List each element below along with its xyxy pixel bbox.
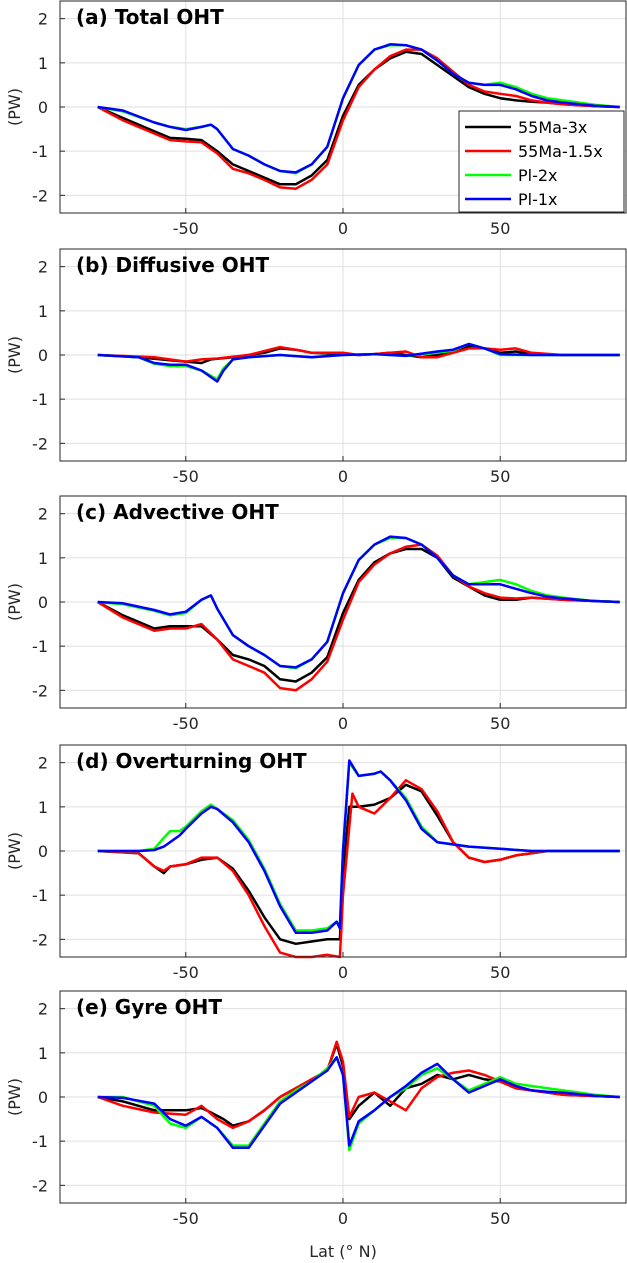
- axes-box: [59, 495, 627, 709]
- panel-title: (a) Total OHT: [76, 5, 224, 29]
- legend-label: 55Ma-3x: [518, 118, 587, 137]
- panel-title: (d) Overturning OHT: [76, 749, 307, 773]
- x-tick-label: 0: [338, 714, 348, 733]
- x-tick-label: 50: [490, 219, 510, 238]
- y-axis-label: (PW): [5, 832, 24, 870]
- x-tick-label: 50: [490, 714, 510, 733]
- series-line-55ma-1-5x: [97, 543, 620, 692]
- series-line-pl-1x: [97, 342, 620, 383]
- panel-e: -50 0 50 -2 -1 0 1 2 (e) Gyre OHT (PW): [5, 990, 627, 1228]
- axes-box: [59, 0, 627, 214]
- y-tick-label: 2: [38, 10, 48, 29]
- y-tick-label: 2: [38, 1000, 48, 1019]
- legend-label: Pl-1x: [518, 190, 558, 209]
- y-tick-label: 2: [38, 505, 48, 524]
- series-line-55ma-1-5x: [97, 1040, 620, 1130]
- y-axis-label: (PW): [5, 1078, 24, 1116]
- x-tick-label: 0: [338, 467, 348, 486]
- y-tick-label: 1: [38, 54, 48, 73]
- y-tick-label: -2: [32, 930, 48, 949]
- y-tick-label: 1: [38, 798, 48, 817]
- series-line-55ma-1-5x: [97, 779, 620, 959]
- y-tick-label: -2: [32, 186, 48, 205]
- panel-c: -50 0 50 -2 -1 0 1 2 (c) Advective OHT (PW): [5, 495, 627, 733]
- series-line-pl-1x: [97, 759, 620, 934]
- y-tick-label: 0: [38, 593, 48, 612]
- panel-title: (c) Advective OHT: [76, 500, 279, 524]
- x-tick-label: 50: [490, 1209, 510, 1228]
- x-tick-label: -50: [173, 1209, 199, 1228]
- y-tick-label: 1: [38, 1044, 48, 1063]
- axes-box: [59, 744, 627, 958]
- x-tick-label: 0: [338, 1209, 348, 1228]
- y-tick-label: -1: [32, 637, 48, 656]
- x-axis-label: Lat (° N): [309, 1242, 377, 1261]
- x-tick-label: 50: [490, 963, 510, 982]
- y-axis-label: (PW): [5, 88, 24, 126]
- y-tick-label: -2: [32, 1176, 48, 1195]
- panel-title: (e) Gyre OHT: [76, 995, 222, 1019]
- panel-b: -50 0 50 -2 -1 0 1 2 (b) Diffusive OHT (PW): [5, 248, 627, 486]
- x-tick-label: 0: [338, 963, 348, 982]
- legend: 55Ma-3x 55Ma-1.5x Pl-2x Pl-1x: [458, 110, 625, 213]
- y-tick-label: 1: [38, 302, 48, 321]
- x-tick-label: -50: [173, 963, 199, 982]
- series-line-pl-1x: [97, 1056, 620, 1150]
- axes-box: [59, 990, 627, 1204]
- panel-d: -50 0 50 -2 -1 0 1 2 (d) Overturning OHT (PW): [5, 744, 627, 982]
- y-tick-label: 1: [38, 549, 48, 568]
- y-tick-label: 2: [38, 258, 48, 277]
- legend-label: 55Ma-1.5x: [518, 142, 603, 161]
- y-tick-label: 2: [38, 754, 48, 773]
- y-tick-label: 0: [38, 1088, 48, 1107]
- y-tick-label: -1: [32, 886, 48, 905]
- y-tick-label: 0: [38, 842, 48, 861]
- y-tick-label: 0: [38, 98, 48, 117]
- series-line-55ma-1-5x: [97, 48, 620, 190]
- panel-title: (b) Diffusive OHT: [76, 253, 270, 277]
- x-tick-label: 0: [338, 219, 348, 238]
- y-tick-label: 0: [38, 346, 48, 365]
- x-tick-label: -50: [173, 714, 199, 733]
- y-tick-label: -1: [32, 1132, 48, 1151]
- legend-label: Pl-2x: [518, 166, 558, 185]
- y-tick-label: -2: [32, 681, 48, 700]
- y-axis-label: (PW): [5, 336, 24, 374]
- x-tick-label: 50: [490, 467, 510, 486]
- series-line-pl-1x: [97, 535, 620, 669]
- series-line-55ma-3x: [97, 50, 620, 186]
- y-tick-label: -2: [32, 434, 48, 453]
- x-tick-label: -50: [173, 467, 199, 486]
- y-tick-label: -1: [32, 142, 48, 161]
- y-tick-label: -1: [32, 390, 48, 409]
- y-axis-label: (PW): [5, 583, 24, 621]
- x-tick-label: -50: [173, 219, 199, 238]
- series-line-pl-1x: [97, 43, 620, 174]
- axes-box: [59, 248, 627, 462]
